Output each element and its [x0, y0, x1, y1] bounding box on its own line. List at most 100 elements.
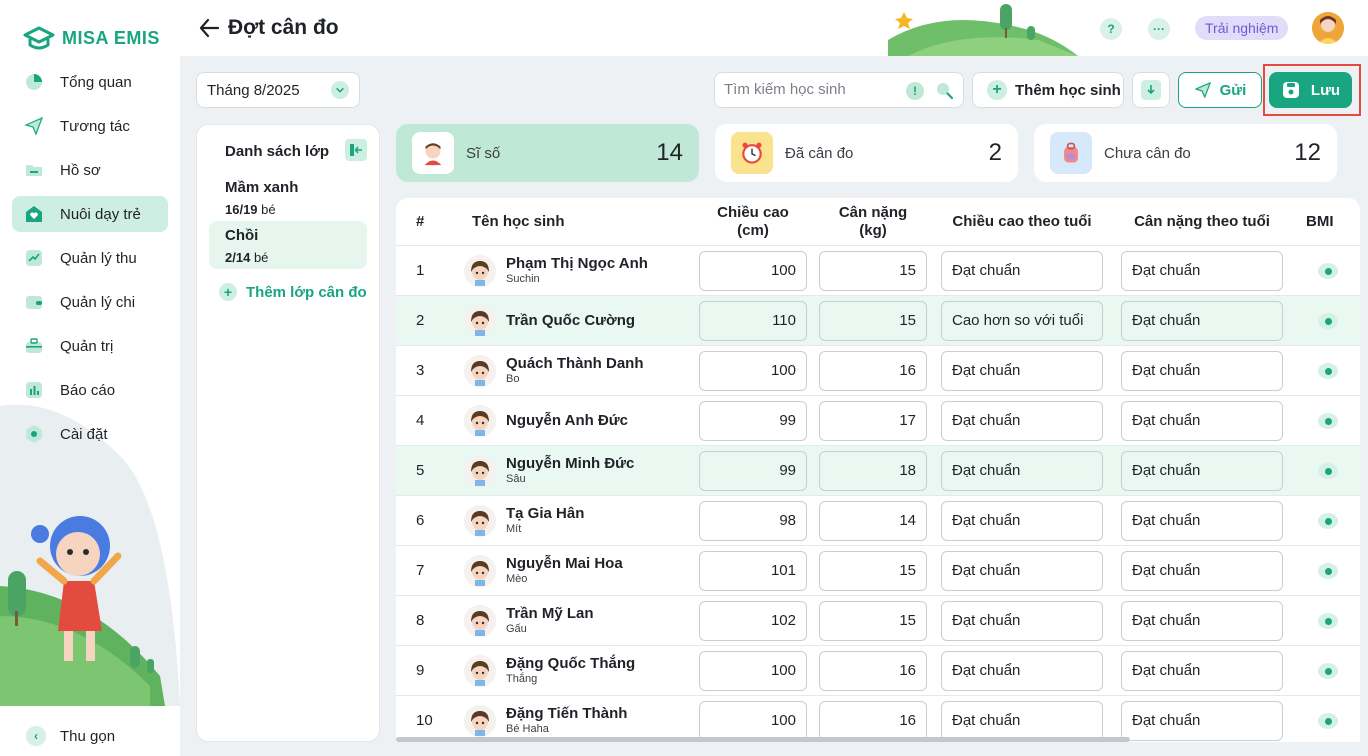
height-input[interactable]: 101 — [699, 551, 807, 591]
stat-total[interactable]: Sĩ số 14 — [396, 124, 699, 182]
horizontal-scrollbar[interactable] — [396, 737, 1130, 742]
add-class-button[interactable]: + Thêm lớp cân đo — [219, 283, 367, 301]
class-item-selected[interactable]: Chồi 2/14 bé — [209, 221, 367, 269]
collapse-sidebar-button[interactable]: ‹ Thu gọn — [26, 726, 115, 746]
eye-icon[interactable] — [1318, 263, 1338, 279]
student-name[interactable]: Nguyễn Anh Đức — [506, 412, 628, 429]
trial-badge[interactable]: Trải nghiệm — [1195, 16, 1289, 40]
briefcase-icon — [24, 336, 44, 356]
class-list-title: Danh sách lớp — [225, 143, 330, 160]
weight-for-age-field[interactable]: Đạt chuẩn — [1121, 701, 1283, 741]
more-options-button[interactable]: ··· — [1148, 18, 1170, 40]
height-for-age-field[interactable]: Đạt chuẩn — [941, 551, 1103, 591]
height-for-age-field[interactable]: Đạt chuẩn — [941, 601, 1103, 641]
stat-measured[interactable]: Đã cân đo 2 — [715, 124, 1018, 182]
send-button[interactable]: Gửi — [1178, 72, 1262, 108]
height-for-age-field[interactable]: Đạt chuẩn — [941, 501, 1103, 541]
sidebar-item-overview[interactable]: Tổng quan — [12, 64, 168, 100]
height-for-age-field[interactable]: Đạt chuẩn — [941, 401, 1103, 441]
weight-for-age-field[interactable]: Đạt chuẩn — [1121, 501, 1283, 541]
height-input[interactable]: 100 — [699, 351, 807, 391]
student-name[interactable]: Quách Thành Danh — [506, 355, 644, 372]
download-button[interactable] — [1132, 72, 1170, 108]
height-input[interactable]: 98 — [699, 501, 807, 541]
student-name[interactable]: Phạm Thị Ngọc Anh — [506, 255, 648, 272]
search-input[interactable] — [724, 81, 904, 98]
sidebar-item-records[interactable]: Hồ sơ — [12, 152, 168, 188]
table-row: 5 Nguyễn Minh Đức Sâu 99 18 Đạt chuẩn Đạt chuẩ… — [396, 446, 1360, 496]
weight-input[interactable]: 17 — [819, 401, 927, 441]
weight-input[interactable]: 15 — [819, 301, 927, 341]
weight-input[interactable]: 16 — [819, 351, 927, 391]
stat-unmeasured[interactable]: Chưa cân đo 12 — [1034, 124, 1337, 182]
add-student-button[interactable]: + Thêm học sinh — [972, 72, 1124, 108]
weight-for-age-field[interactable]: Đạt chuẩn — [1121, 251, 1283, 291]
height-input[interactable]: 99 — [699, 451, 807, 491]
weight-for-age-field[interactable]: Đạt chuẩn — [1121, 301, 1283, 341]
class-item[interactable]: Mầm xanh 16/19 bé — [209, 173, 367, 221]
weight-input[interactable]: 15 — [819, 601, 927, 641]
student-name[interactable]: Nguyễn Mai Hoa — [506, 555, 623, 572]
weight-input[interactable]: 15 — [819, 551, 927, 591]
help-button[interactable]: ? — [1100, 18, 1122, 40]
sidebar-item-admin[interactable]: Quản trị — [12, 328, 168, 364]
student-name[interactable]: Tạ Gia Hân — [506, 505, 585, 522]
height-input[interactable]: 99 — [699, 401, 807, 441]
eye-icon[interactable] — [1318, 713, 1338, 729]
height-for-age-field[interactable]: Đạt chuẩn — [941, 251, 1103, 291]
sidebar-item-settings[interactable]: Cài đặt — [12, 416, 168, 452]
weight-input[interactable]: 18 — [819, 451, 927, 491]
eye-icon[interactable] — [1318, 463, 1338, 479]
back-arrow-icon[interactable] — [198, 16, 220, 40]
eye-icon[interactable] — [1318, 513, 1338, 529]
sidebar-item-reports[interactable]: Báo cáo — [12, 372, 168, 408]
stat-label: Chưa cân đo — [1104, 145, 1191, 162]
eye-icon[interactable] — [1318, 313, 1338, 329]
sidebar-item-nurturing[interactable]: Nuôi dạy trẻ — [12, 196, 168, 232]
month-select[interactable]: Tháng 8/2025 — [196, 72, 360, 108]
student-name[interactable]: Trần Quốc Cường — [506, 312, 636, 329]
class-count: 16/19 bé — [225, 202, 276, 217]
add-class-label: Thêm lớp cân đo — [246, 283, 367, 301]
student-name[interactable]: Đặng Quốc Thắng — [506, 655, 636, 672]
weight-input[interactable]: 16 — [819, 651, 927, 691]
height-input[interactable]: 110 — [699, 301, 807, 341]
brand-logo[interactable]: MISA EMIS — [22, 24, 160, 52]
eye-icon[interactable] — [1318, 613, 1338, 629]
weight-input[interactable]: 14 — [819, 501, 927, 541]
table-row: 2 Trần Quốc Cường 110 15 Cao hơn so với tuổi… — [396, 296, 1360, 346]
height-for-age-field[interactable]: Đạt chuẩn — [941, 651, 1103, 691]
height-for-age-field[interactable]: Đạt chuẩn — [941, 701, 1103, 741]
weight-for-age-field[interactable]: Đạt chuẩn — [1121, 551, 1283, 591]
eye-icon[interactable] — [1318, 363, 1338, 379]
height-input[interactable]: 100 — [699, 251, 807, 291]
eye-icon[interactable] — [1318, 413, 1338, 429]
weight-for-age-field[interactable]: Đạt chuẩn — [1121, 651, 1283, 691]
height-for-age-field[interactable]: Cao hơn so với tuổi — [941, 301, 1103, 341]
weight-for-age-field[interactable]: Đạt chuẩn — [1121, 451, 1283, 491]
height-for-age-field[interactable]: Đạt chuẩn — [941, 351, 1103, 391]
height-input[interactable]: 100 — [699, 651, 807, 691]
eye-icon[interactable] — [1318, 663, 1338, 679]
info-icon[interactable]: ! — [906, 82, 924, 100]
weight-input[interactable]: 15 — [819, 251, 927, 291]
weight-for-age-field[interactable]: Đạt chuẩn — [1121, 401, 1283, 441]
weight-for-age-field[interactable]: Đạt chuẩn — [1121, 601, 1283, 641]
weight-input[interactable]: 16 — [819, 701, 927, 741]
weight-for-age-field[interactable]: Đạt chuẩn — [1121, 351, 1283, 391]
height-input[interactable]: 100 — [699, 701, 807, 741]
student-name[interactable]: Đặng Tiến Thành — [506, 705, 628, 722]
eye-icon[interactable] — [1318, 563, 1338, 579]
sidebar-item-interaction[interactable]: Tương tác — [12, 108, 168, 144]
student-name[interactable]: Trần Mỹ Lan — [506, 605, 594, 622]
student-nickname: Bo — [506, 373, 520, 385]
search-icon[interactable] — [935, 81, 955, 101]
height-input[interactable]: 102 — [699, 601, 807, 641]
sidebar-item-revenue[interactable]: Quản lý thu — [12, 240, 168, 276]
student-name[interactable]: Nguyễn Minh Đức — [506, 455, 635, 472]
user-avatar[interactable] — [1312, 12, 1344, 44]
sidebar-item-expense[interactable]: Quản lý chi — [12, 284, 168, 320]
height-for-age-field[interactable]: Đạt chuẩn — [941, 451, 1103, 491]
collapse-panel-icon[interactable] — [345, 139, 367, 161]
save-button[interactable]: Lưu — [1269, 72, 1352, 108]
